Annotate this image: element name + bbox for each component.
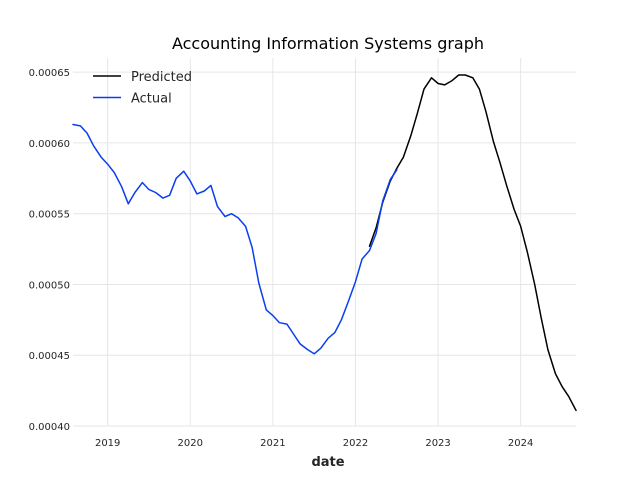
grid — [73, 58, 576, 427]
series-line-predicted — [368, 74, 577, 412]
y-tick-label: 0.00045 — [29, 351, 70, 362]
chart-title: Accounting Information Systems graph — [172, 34, 484, 53]
x-tick-label: 2019 — [95, 438, 120, 449]
x-axis: 2019 2020 2021 2022 2023 2024 — [95, 438, 533, 449]
x-tick-label: 2024 — [508, 438, 533, 449]
x-tick-label: 2021 — [260, 438, 285, 449]
series-lines — [72, 74, 577, 412]
y-tick-label: 0.00050 — [29, 280, 70, 291]
x-axis-label: date — [311, 455, 344, 470]
y-tick-label: 0.00055 — [29, 210, 70, 221]
x-tick-label: 2023 — [425, 438, 450, 449]
x-tick-label: 2020 — [178, 438, 203, 449]
legend: Predicted Actual — [93, 70, 192, 107]
y-axis: 0.00040 0.00045 0.00050 0.00055 0.00060 0.000… — [29, 68, 70, 433]
legend-label-predicted: Predicted — [131, 70, 192, 85]
y-tick-label: 0.00065 — [29, 68, 70, 79]
series-line-actual — [72, 123, 398, 355]
y-tick-label: 0.00040 — [29, 422, 70, 433]
x-tick-label: 2022 — [343, 438, 368, 449]
legend-label-actual: Actual — [131, 92, 172, 107]
y-tick-label: 0.00060 — [29, 139, 70, 150]
